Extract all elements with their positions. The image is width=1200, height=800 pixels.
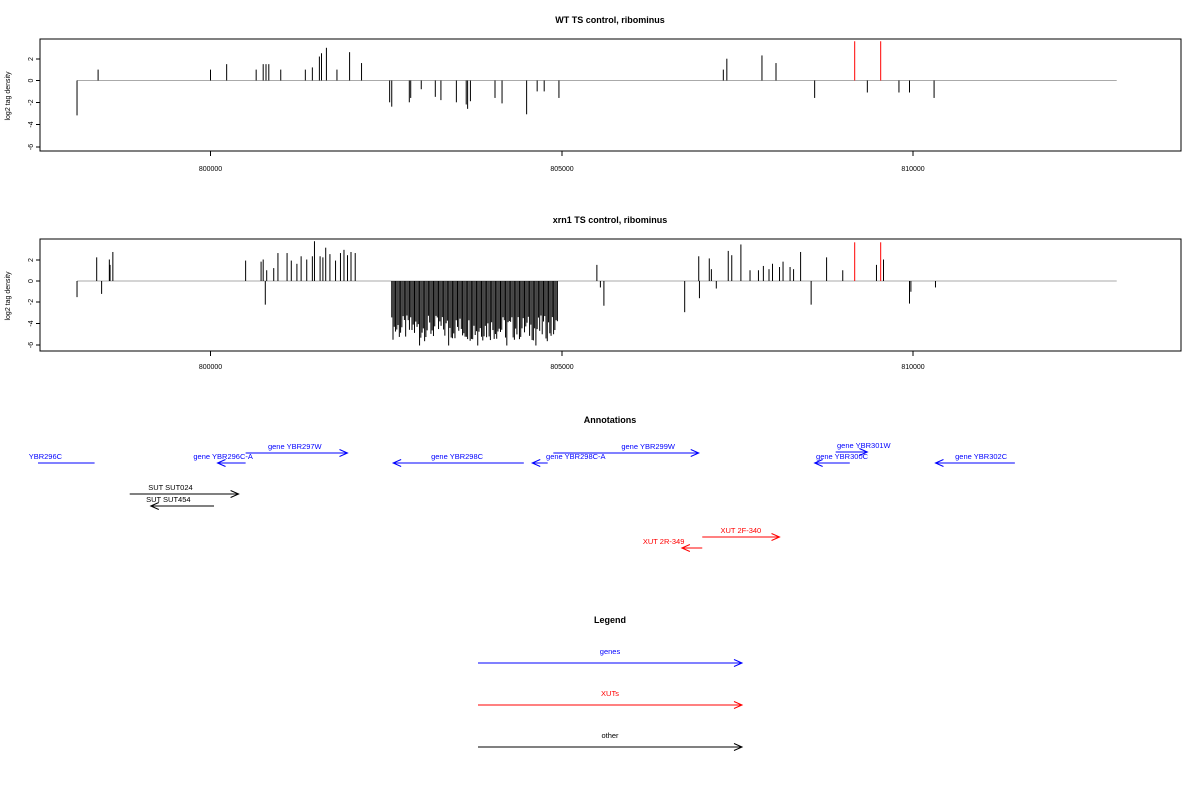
xrn1-y-tick-label: -4 [28,320,35,326]
xrn1-chart-title: xrn1 TS control, ribominus [553,215,668,225]
wt-y-tick-label: 2 [28,57,35,61]
xrn1-y-tick-label: -2 [28,299,35,305]
legend-item-xuts: XUTs [478,689,744,709]
annotation-arrow-head [230,490,240,498]
annotation-label: gene YBR298C-A [546,452,605,461]
legend-items: genes XUTs other [478,647,744,751]
wt-bars [76,41,1117,116]
xrn1-x-ticks: 800000 805000 810000 [199,351,925,371]
annotation-other: SUT SUT454 [146,495,215,510]
annotation-xut: XUT 2F-340 [702,526,781,541]
annotation-arrow-head [859,448,869,456]
wt-y-tick-label: -4 [28,121,35,127]
xrn1-x-tick-label: 810000 [901,364,924,371]
annotation-arrow-head [934,459,944,467]
wt-y-tick-label: -2 [28,99,35,105]
annotation-tracks: YBR296C gene YBR296C-A gene YBR297W gene YB… [29,441,1015,552]
annotation-arrow-head [530,459,541,467]
annotation-label: gene YBR302C [955,452,1008,461]
wt-chart-panel: WT TS control, ribominus log2 tag densit… [5,15,1182,173]
xrn1-x-tick-label: 800000 [199,364,222,371]
wt-y-tick-label: 0 [28,78,35,82]
wt-y-ticks: -6 -4 -2 0 2 [28,57,40,150]
annotation-arrow-head [149,502,159,510]
annotation-arrow-head [216,459,226,467]
annotation-gene: gene YBR296C-A [193,452,253,467]
xrn1-x-tick-label: 805000 [550,364,573,371]
annotation-arrow-head [680,544,691,552]
annotation-label: SUT SUT024 [148,483,192,492]
legend-arrow-head [733,701,744,709]
wt-plot-frame [39,38,1182,152]
annotation-arrow-head [339,449,349,457]
annotation-arrow-head [813,459,823,467]
annotation-gene: gene YBR297W [245,442,349,457]
xrn1-y-tick-label: -6 [28,342,35,348]
annotation-label: gene YBR300C [816,452,869,461]
legend: Legend genes XUTs other [478,615,744,751]
annotation-gene: YBR296C [29,452,95,464]
xrn1-chart-panel: xrn1 TS control, ribominus log2 tag dens… [5,215,1182,371]
annotations-title: Annotations [584,415,637,425]
annotation-arrow-head [690,449,700,457]
annotation-label: gene YBR296C-A [193,452,252,461]
annotation-gene: gene YBR301W [835,441,892,456]
annotation-label: gene YBR297W [268,442,323,451]
annotation-other: SUT SUT024 [129,483,240,498]
annotation-arrow-head [391,459,402,467]
annotations-panel: Annotations YBR296C gene YBR296C-A gene YB… [29,415,1015,552]
legend-label: XUTs [601,689,619,698]
wt-x-tick-label: 810000 [901,166,924,173]
annotation-label: gene YBR301W [837,441,892,450]
wt-y-axis-label: log2 tag density [5,71,12,121]
annotation-arrow-head [771,533,781,541]
xrn1-bars [76,241,1117,346]
xrn1-y-ticks: -6 -4 -2 0 2 [28,258,40,348]
xrn1-y-tick-label: 2 [28,258,35,262]
xrn1-plot-frame [39,238,1182,352]
annotation-label: XUT 2F-340 [721,526,762,535]
legend-title: Legend [594,615,626,625]
xrn1-y-axis-label: log2 tag density [5,271,12,321]
wt-x-tick-label: 800000 [199,166,222,173]
annotation-label: YBR296C [29,452,63,461]
legend-arrow-head [733,743,744,751]
legend-arrow-head [733,659,744,667]
annotation-gene: gene YBR300C [813,452,869,467]
legend-label: genes [600,647,621,656]
annotation-gene: gene YBR299W [553,442,700,457]
wt-chart-title: WT TS control, ribominus [555,15,665,25]
wt-y-tick-label: -6 [28,144,35,150]
annotation-gene: gene YBR298C [391,452,524,467]
wt-x-tick-label: 805000 [550,166,573,173]
annotation-gene: gene YBR302C [934,452,1015,467]
annotation-label: gene YBR298C [431,452,484,461]
legend-item-genes: genes [478,647,744,667]
xrn1-y-tick-label: 0 [28,279,35,283]
annotation-label: SUT SUT454 [146,495,190,504]
annotation-label: gene YBR299W [621,442,676,451]
wt-x-ticks: 800000 805000 810000 [199,151,925,173]
legend-item-other: other [478,731,744,751]
annotation-xut: XUT 2R-349 [643,537,703,552]
annotation-label: XUT 2R-349 [643,537,685,546]
annotation-gene: gene YBR298C-A [530,452,606,467]
legend-label: other [601,731,619,740]
